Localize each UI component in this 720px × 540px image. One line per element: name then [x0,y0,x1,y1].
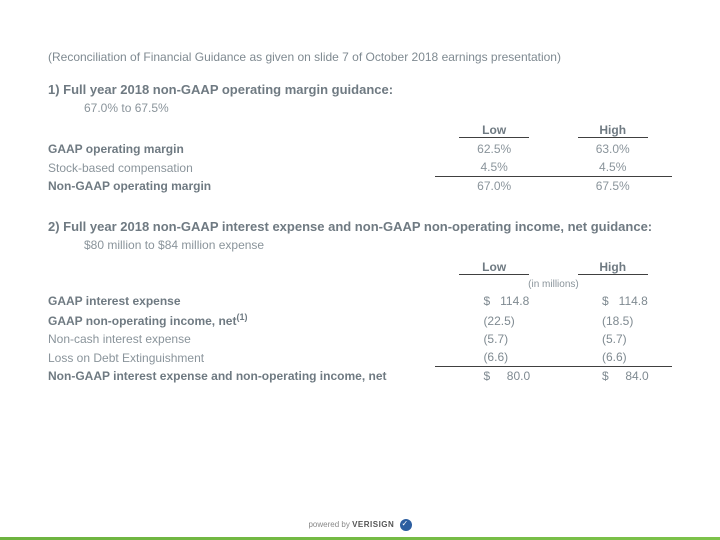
table-row: Non-cash interest expense (5.7) (5.7) [48,330,672,348]
row-label: Loss on Debt Extinguishment [48,348,435,367]
row-low: $ 114.8 [435,292,554,310]
powered-by: powered by VERISIGN [0,519,720,537]
row-label: Non-GAAP operating margin [48,177,435,196]
table-row: GAAP interest expense $ 114.8 $ 114.8 [48,292,672,310]
section2-table: Low High (in millions) GAAP interest exp… [48,258,672,385]
unit-row: (in millions) [48,277,672,292]
row-low: (22.5) [435,310,554,330]
section1-table: Low High GAAP operating margin 62.5% 63.… [48,121,672,195]
col-high: High [578,260,648,275]
brand-name: VERISIGN [352,520,394,529]
intro-text: (Reconciliation of Financial Guidance as… [48,50,672,64]
powered-prefix: powered by [308,520,352,529]
row-low: (5.7) [435,330,554,348]
table-row: Non-GAAP interest expense and non-operat… [48,367,672,386]
table-row: GAAP operating margin 62.5% 63.0% [48,140,672,158]
row-high: 67.5% [553,177,672,196]
row-high: $ 84.0 [553,367,672,386]
row-low: 62.5% [435,140,554,158]
col-low: Low [459,123,529,138]
table-row: GAAP non-operating income, net(1) (22.5)… [48,310,672,330]
row-low: (6.6) [435,348,554,367]
row-high: (5.7) [553,330,672,348]
table-header-row: Low High [48,258,672,277]
unit-label: (in millions) [435,277,672,292]
row-high: 4.5% [553,158,672,177]
section2-range: $80 million to $84 million expense [84,238,672,252]
slide-content: (Reconciliation of Financial Guidance as… [0,0,720,385]
section1-title: 1) Full year 2018 non-GAAP operating mar… [48,82,672,97]
table-header-row: Low High [48,121,672,140]
row-high: (6.6) [553,348,672,367]
row-label: Non-GAAP interest expense and non-operat… [48,367,435,386]
row-label: GAAP interest expense [48,292,435,310]
row-label: Non-cash interest expense [48,330,435,348]
table-row: Loss on Debt Extinguishment (6.6) (6.6) [48,348,672,367]
row-high: $ 114.8 [553,292,672,310]
col-high: High [578,123,648,138]
section1-range: 67.0% to 67.5% [84,101,672,115]
table-row: Non-GAAP operating margin 67.0% 67.5% [48,177,672,196]
table-row: Stock-based compensation 4.5% 4.5% [48,158,672,177]
row-label: GAAP operating margin [48,140,435,158]
row-high: 63.0% [553,140,672,158]
row-low: $ 80.0 [435,367,554,386]
section2-title: 2) Full year 2018 non-GAAP interest expe… [48,219,672,234]
row-low: 67.0% [435,177,554,196]
row-label: Stock-based compensation [48,158,435,177]
col-low: Low [459,260,529,275]
row-low: 4.5% [435,158,554,177]
footnote-ref: (1) [236,312,247,322]
footer: powered by VERISIGN [0,519,720,540]
row-high: (18.5) [553,310,672,330]
verisign-logo-icon [400,519,412,531]
row-label: GAAP non-operating income, net(1) [48,310,435,330]
